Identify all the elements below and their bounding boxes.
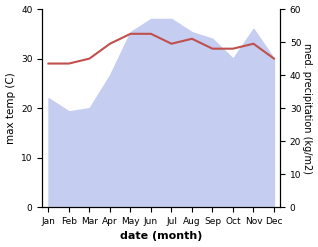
Y-axis label: med. precipitation (kg/m2): med. precipitation (kg/m2) (302, 43, 313, 174)
X-axis label: date (month): date (month) (120, 231, 203, 242)
Y-axis label: max temp (C): max temp (C) (5, 72, 16, 144)
